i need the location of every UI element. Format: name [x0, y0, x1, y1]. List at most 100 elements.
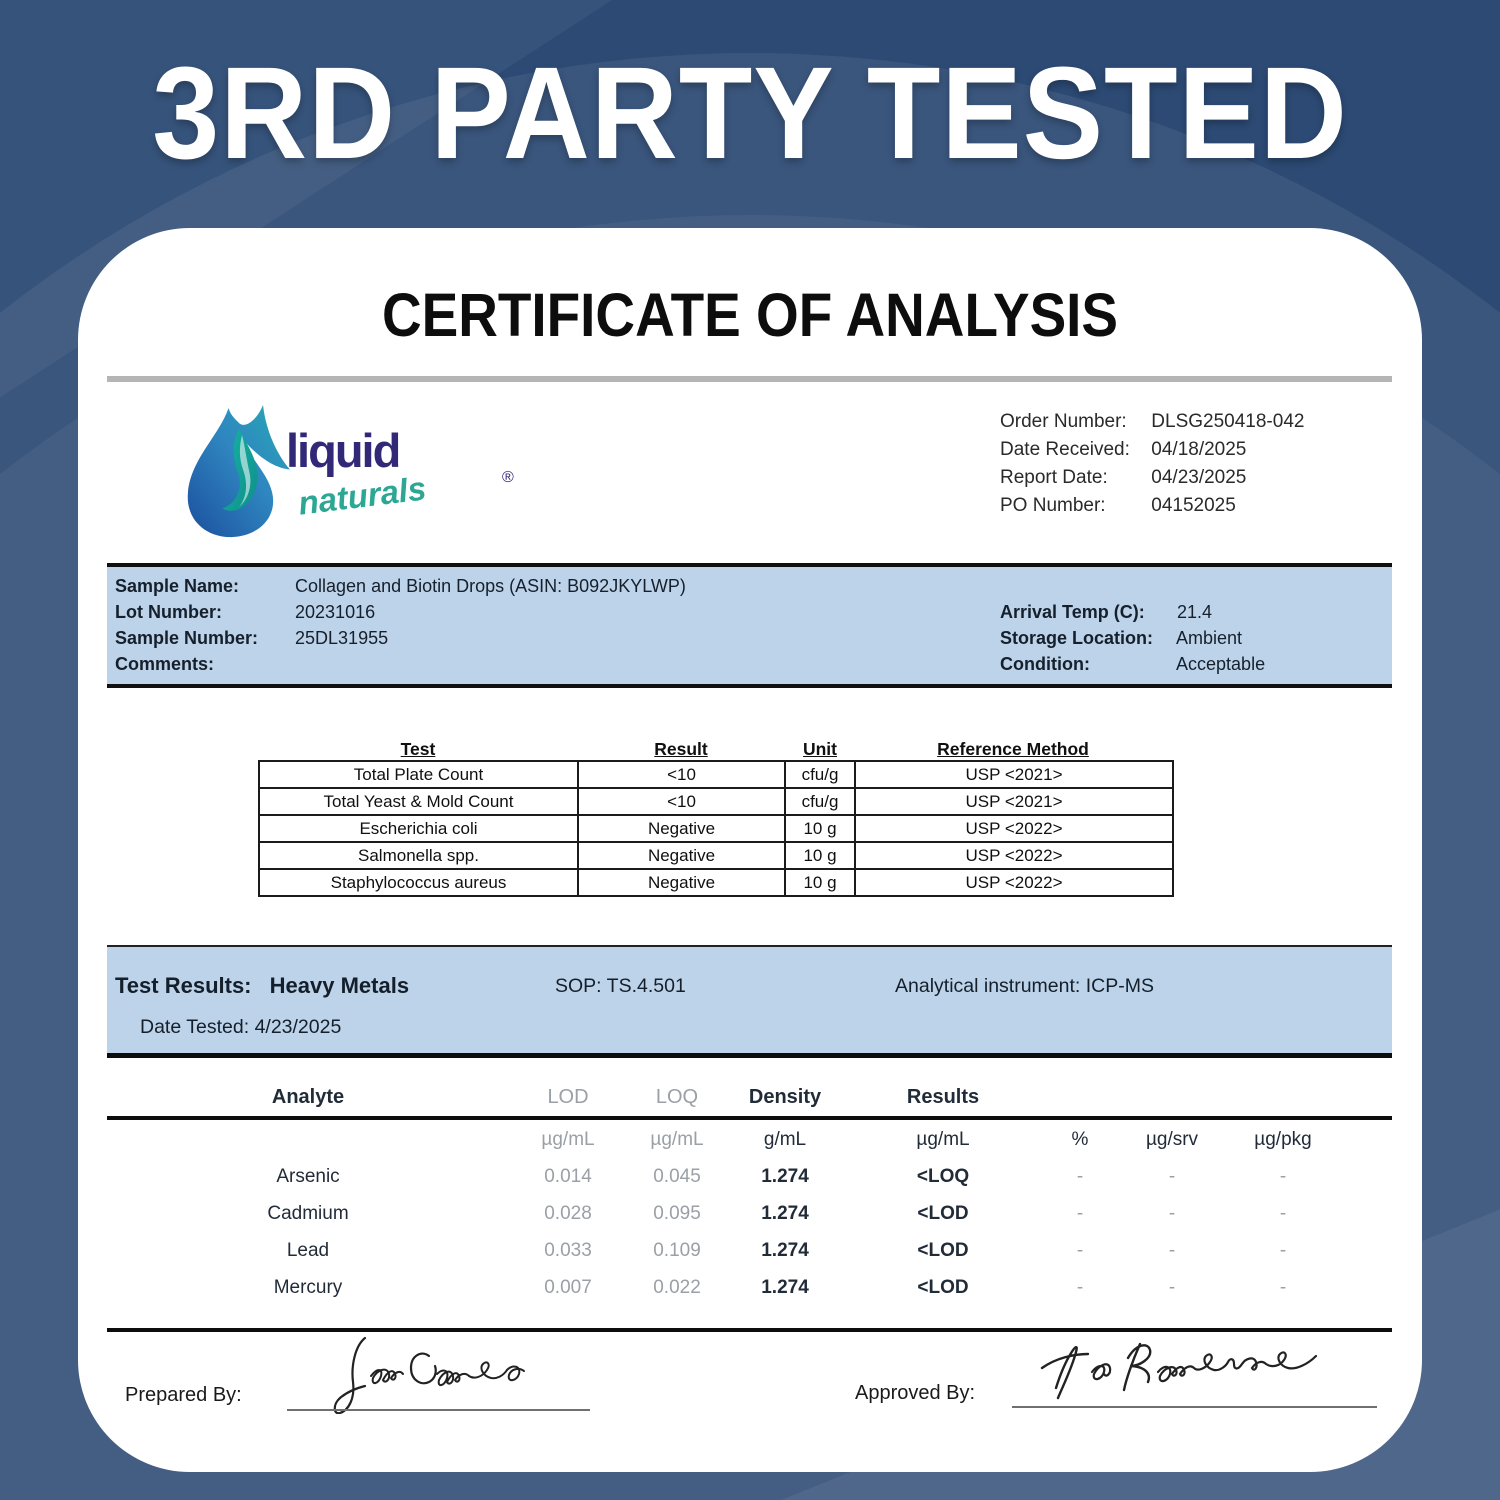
date-tested-label: Date Tested:	[140, 1016, 250, 1038]
analyte-name: Mercury	[273, 1277, 343, 1298]
result-value: <LOD	[917, 1203, 969, 1224]
loq-value: 0.045	[653, 1166, 701, 1187]
lod-value: 0.028	[544, 1203, 592, 1224]
registered-trademark-icon: ®	[502, 469, 514, 486]
micro-cell: <10	[577, 760, 786, 789]
approved-by-line	[1012, 1406, 1377, 1408]
table-row: Arsenic 0.014 0.045 1.274 <LOQ - - -	[78, 1166, 1422, 1190]
po-number-row: PO Number: 04152025	[1000, 494, 1410, 522]
sample-name-value: Collagen and Biotin Drops (ASIN: B092JKY…	[295, 576, 686, 596]
sample-name-row: Sample Name: Collagen and Biotin Drops (…	[115, 574, 686, 600]
micro-cell: USP <2021>	[854, 760, 1174, 789]
storage-location-value: Ambient	[1176, 628, 1243, 648]
micro-cell: 10 g	[784, 868, 856, 897]
analyte-name: Cadmium	[267, 1203, 349, 1224]
table-row: Cadmium 0.028 0.095 1.274 <LOD - - -	[78, 1203, 1422, 1227]
storage-location-row: Storage Location: Ambient	[1000, 626, 1265, 652]
analyte-table-top-rule	[107, 1116, 1392, 1120]
comments-label: Comments:	[115, 654, 215, 674]
micro-cell: USP <2022>	[854, 841, 1174, 870]
percent-value: -	[1076, 1277, 1084, 1298]
liquid-naturals-logo: liquid naturals ®	[168, 393, 588, 573]
po-number-label: PO Number:	[1000, 495, 1106, 516]
order-number-value: DLSG250418-042	[1151, 411, 1305, 432]
percent-value: -	[1076, 1240, 1084, 1261]
approved-by-signature	[1040, 1342, 1318, 1400]
density-value: 1.274	[761, 1203, 809, 1224]
density-header: Density	[748, 1086, 822, 1108]
sample-info-right: Arrival Temp (C): 21.4 Storage Location:…	[1000, 600, 1265, 678]
order-number-row: Order Number: DLSG250418-042	[1000, 410, 1410, 438]
analyte-name: Lead	[286, 1240, 330, 1261]
condition-value: Acceptable	[1176, 654, 1266, 674]
table-row: Escherichia coli Negative 10 g USP <2022…	[258, 814, 1174, 843]
micro-cell: cfu/g	[784, 760, 856, 789]
micro-cell: Total Plate Count	[258, 760, 579, 789]
po-number-value: 04152025	[1151, 495, 1236, 516]
order-info-block: Order Number: DLSG250418-042 Date Receiv…	[1000, 410, 1410, 522]
result-value: <LOQ	[916, 1166, 970, 1187]
loq-value: 0.095	[653, 1203, 701, 1224]
micro-cell: USP <2021>	[854, 787, 1174, 816]
lot-number-value: 20231016	[295, 602, 376, 622]
arrival-temp-row: Arrival Temp (C): 21.4	[1000, 600, 1265, 626]
percent-value: -	[1076, 1166, 1084, 1187]
micro-header-reference: Reference Method	[937, 739, 1089, 759]
table-row: Total Yeast & Mold Count <10 cfu/g USP <…	[258, 787, 1174, 816]
date-received-value: 04/18/2025	[1151, 439, 1247, 460]
analyte-table-header: Analyte LOD LOQ Density Results	[78, 1086, 1422, 1110]
lot-number-row: Lot Number: 20231016	[115, 600, 686, 626]
sample-info-bar: Sample Name: Collagen and Biotin Drops (…	[107, 563, 1392, 688]
prepared-by-signature	[333, 1336, 525, 1414]
banner-title: 3RD PARTY TESTED	[152, 39, 1348, 186]
ug-srv-value: -	[1168, 1277, 1176, 1298]
certificate-title: CERTIFICATE OF ANALYSIS	[381, 281, 1119, 349]
prepared-by-line	[287, 1409, 590, 1411]
condition-label: Condition:	[1000, 654, 1090, 674]
sop-text: SOP: TS.4.501	[555, 975, 686, 997]
sample-name-label: Sample Name:	[115, 576, 240, 596]
test-results-label: Test Results:	[115, 973, 252, 998]
result-value: <LOD	[917, 1277, 969, 1298]
title-divider	[107, 376, 1392, 382]
test-results-value: Heavy Metals	[269, 973, 410, 998]
micro-cell: Total Yeast & Mold Count	[258, 787, 579, 816]
micro-cell: Negative	[577, 841, 786, 870]
lod-value: 0.033	[544, 1240, 592, 1261]
report-date-row: Report Date: 04/23/2025	[1000, 466, 1410, 494]
density-unit: g/mL	[763, 1129, 807, 1150]
table-row: Lead 0.033 0.109 1.274 <LOD - - -	[78, 1240, 1422, 1264]
micro-cell: Salmonella spp.	[258, 841, 579, 870]
micro-cell: cfu/g	[784, 787, 856, 816]
micro-header-unit: Unit	[802, 739, 838, 759]
density-value: 1.274	[761, 1166, 809, 1187]
ug-srv-value: -	[1168, 1166, 1176, 1187]
ug-pkg-value: -	[1279, 1277, 1287, 1298]
storage-location-label: Storage Location:	[1000, 628, 1154, 648]
sample-info-left: Sample Name: Collagen and Biotin Drops (…	[115, 574, 686, 678]
approved-by-label: Approved By:	[855, 1382, 976, 1404]
report-date-label: Report Date:	[1000, 467, 1108, 488]
sample-number-row: Sample Number: 25DL31955	[115, 626, 686, 652]
heavy-metals-bar: Test Results: Heavy Metals SOP: TS.4.501…	[107, 945, 1392, 1058]
micro-cell: USP <2022>	[854, 814, 1174, 843]
micro-cell: 10 g	[784, 841, 856, 870]
loq-value: 0.022	[653, 1277, 701, 1298]
heavy-metals-title: Test Results: Heavy Metals	[115, 973, 409, 999]
micro-header-test: Test	[400, 739, 436, 759]
lod-value: 0.014	[544, 1166, 592, 1187]
table-row: Staphylococcus aureus Negative 10 g USP …	[258, 868, 1174, 897]
ug-srv-value: -	[1168, 1240, 1176, 1261]
sample-number-label: Sample Number:	[115, 628, 259, 648]
comments-row: Comments:	[115, 652, 686, 678]
date-received-label: Date Received:	[1000, 439, 1130, 460]
micro-cell: Staphylococcus aureus	[258, 868, 579, 897]
loq-value: 0.109	[653, 1240, 701, 1261]
lot-number-label: Lot Number:	[115, 602, 222, 622]
micro-cell: 10 g	[784, 814, 856, 843]
density-value: 1.274	[761, 1277, 809, 1298]
micro-header-result: Result	[654, 739, 708, 759]
micro-cell: USP <2022>	[854, 868, 1174, 897]
table-row: Total Plate Count <10 cfu/g USP <2021>	[258, 760, 1174, 789]
